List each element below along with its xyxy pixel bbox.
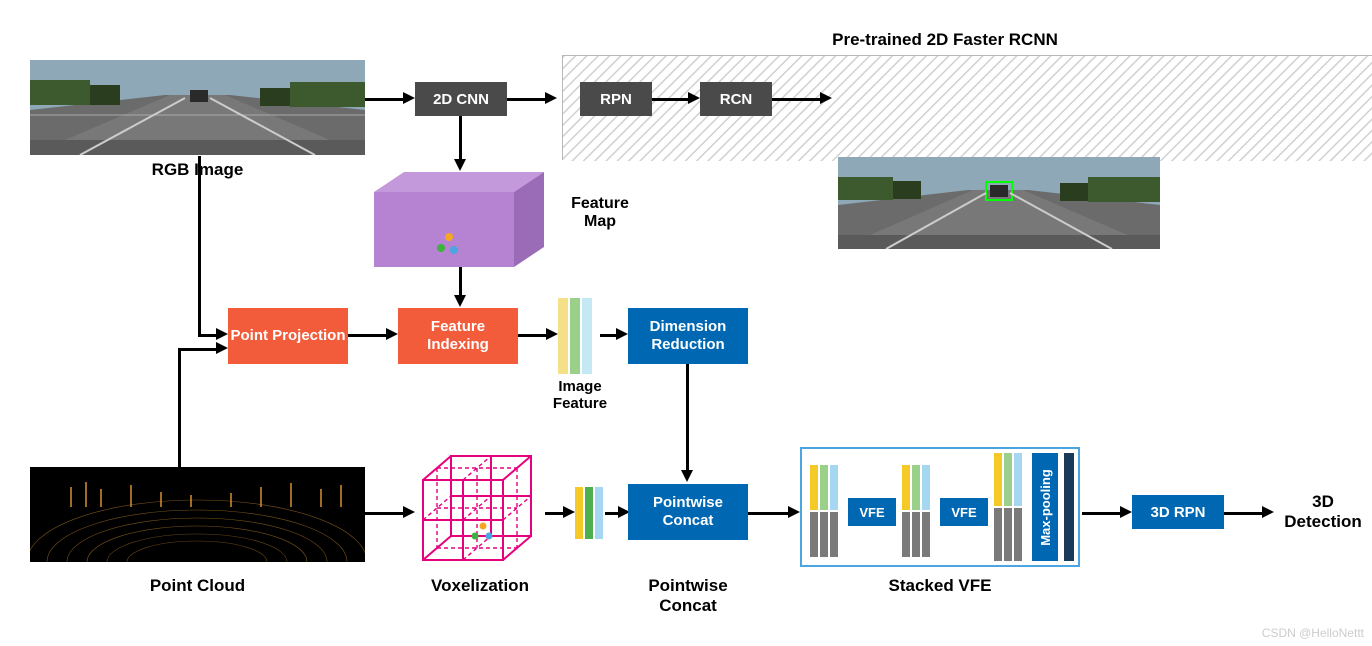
pretrained-title: Pre-trained 2D Faster RCNN — [720, 30, 1170, 50]
point-projection-box: Point Projection — [228, 308, 348, 364]
vfe-bars-1 — [810, 465, 840, 557]
output-label: 3D Detection — [1278, 492, 1368, 533]
point-projection-label: Point Projection — [230, 327, 345, 345]
detection-output-image — [838, 157, 1160, 249]
image-feature-bars — [558, 298, 600, 374]
dimension-reduction-label: Dimension Reduction — [628, 318, 748, 354]
rpn-box: RPN — [580, 82, 652, 116]
voxel-feature-bars — [575, 487, 605, 539]
feature-indexing-box: Feature Indexing — [398, 308, 518, 364]
rpn-label: RPN — [600, 91, 632, 108]
voxelization-cube — [415, 448, 545, 568]
feature-map-label: Feature Map — [555, 195, 645, 232]
maxpool-box: Max-pooling — [1032, 453, 1058, 561]
vfe-label-2: VFE — [951, 505, 976, 520]
vfe-output-bar — [1064, 453, 1074, 561]
vfe-bars-2 — [902, 465, 932, 557]
maxpool-label: Max-pooling — [1038, 469, 1053, 546]
image-feature-label: Image Feature — [530, 378, 630, 413]
vfe-box-1: VFE — [848, 498, 896, 526]
stacked-vfe-label: Stacked VFE — [800, 576, 1080, 596]
rgb-image — [30, 60, 365, 155]
rpn3d-box: 3D RPN — [1132, 495, 1224, 529]
vfe-label-1: VFE — [859, 505, 884, 520]
pretrained-group — [562, 55, 1372, 160]
voxelization-label: Voxelization — [400, 576, 560, 596]
rpn3d-label: 3D RPN — [1150, 504, 1205, 521]
vfe-box-2: VFE — [940, 498, 988, 526]
cnn2d-box: 2D CNN — [415, 82, 507, 116]
dimension-reduction-box: Dimension Reduction — [628, 308, 748, 364]
cnn2d-label: 2D CNN — [433, 91, 489, 108]
pointwise-concat-label: Pointwise Concat — [628, 576, 748, 615]
feature-map-cuboid — [374, 172, 559, 267]
feature-indexing-label: Feature Indexing — [398, 318, 518, 354]
vfe-bars-3 — [994, 453, 1024, 561]
rcn-label: RCN — [720, 91, 753, 108]
pointwise-concat-box-label: Pointwise Concat — [628, 494, 748, 530]
pointwise-concat-box: Pointwise Concat — [628, 484, 748, 540]
watermark: CSDN @HelloNettt — [1262, 626, 1364, 640]
point-cloud-image — [30, 467, 365, 562]
rcn-box: RCN — [700, 82, 772, 116]
point-cloud-label: Point Cloud — [30, 576, 365, 596]
